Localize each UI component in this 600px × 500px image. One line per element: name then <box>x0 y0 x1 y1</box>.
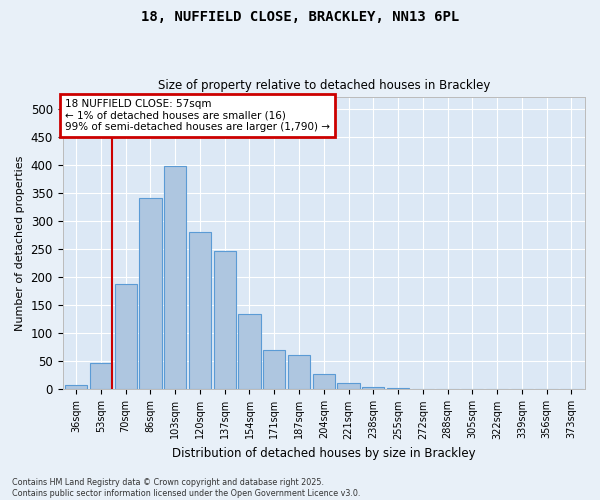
Bar <box>337 382 359 390</box>
Bar <box>90 363 112 390</box>
Bar <box>238 314 260 390</box>
Bar <box>164 166 187 390</box>
Text: 18 NUFFIELD CLOSE: 57sqm
← 1% of detached houses are smaller (16)
99% of semi-de: 18 NUFFIELD CLOSE: 57sqm ← 1% of detache… <box>65 99 330 132</box>
Bar <box>65 385 87 390</box>
Bar <box>115 284 137 390</box>
Bar <box>288 354 310 390</box>
Bar <box>362 386 385 390</box>
Bar <box>412 389 434 390</box>
Title: Size of property relative to detached houses in Brackley: Size of property relative to detached ho… <box>158 79 490 92</box>
Bar <box>214 250 236 390</box>
Bar <box>189 232 211 390</box>
Bar <box>387 388 409 390</box>
Y-axis label: Number of detached properties: Number of detached properties <box>15 156 25 331</box>
Bar <box>139 198 161 390</box>
Text: 18, NUFFIELD CLOSE, BRACKLEY, NN13 6PL: 18, NUFFIELD CLOSE, BRACKLEY, NN13 6PL <box>141 10 459 24</box>
X-axis label: Distribution of detached houses by size in Brackley: Distribution of detached houses by size … <box>172 447 476 460</box>
Bar <box>313 374 335 390</box>
Bar <box>263 350 286 390</box>
Text: Contains HM Land Registry data © Crown copyright and database right 2025.
Contai: Contains HM Land Registry data © Crown c… <box>12 478 361 498</box>
